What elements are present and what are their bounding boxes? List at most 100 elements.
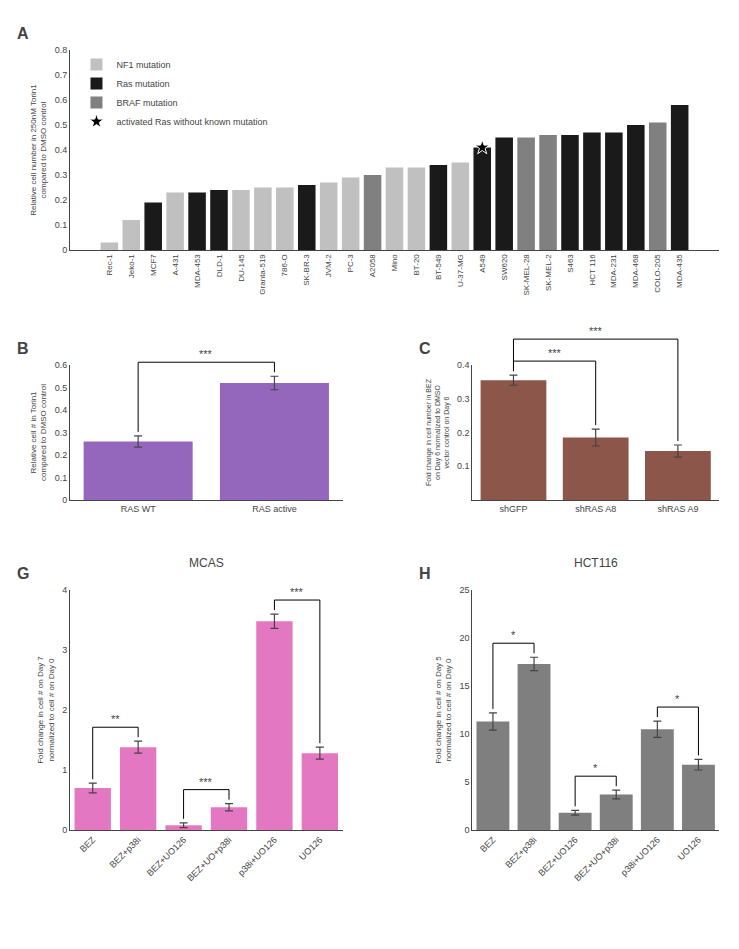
svg-text:SW620: SW620 [500, 254, 509, 281]
svg-text:0: 0 [62, 825, 67, 835]
svg-text:0: 0 [62, 495, 67, 505]
svg-text:HCT116: HCT116 [574, 556, 618, 570]
svg-text:G: G [17, 565, 29, 582]
svg-text:BEZ: BEZ [478, 834, 498, 854]
svg-text:UO126: UO126 [297, 835, 324, 862]
svg-text:SK-MEL-2: SK-MEL-2 [544, 254, 553, 291]
svg-text:shRAS A9: shRAS A9 [657, 504, 698, 514]
svg-text:0.4: 0.4 [55, 405, 68, 415]
svg-text:15: 15 [460, 681, 470, 691]
svg-text:A549: A549 [478, 254, 487, 273]
svg-text:***: *** [548, 347, 562, 359]
svg-text:0.3: 0.3 [55, 428, 68, 438]
svg-text:***: *** [589, 325, 603, 337]
svg-text:0.4: 0.4 [55, 145, 68, 155]
svg-text:10: 10 [460, 729, 470, 739]
svg-text:MDA-468: MDA-468 [631, 254, 640, 288]
svg-text:0.1: 0.1 [457, 461, 470, 471]
svg-text:***: *** [199, 348, 213, 360]
svg-text:Fold change in cell number in: Fold change in cell number in BEZon Day … [425, 378, 451, 486]
svg-text:0.6: 0.6 [55, 95, 68, 105]
svg-text:U-37-MG: U-37-MG [456, 254, 465, 287]
svg-text:Ras mutation: Ras mutation [116, 79, 169, 89]
svg-text:UO126: UO126 [676, 835, 703, 862]
svg-text:0.5: 0.5 [55, 120, 68, 130]
svg-text:SK-MEL-28: SK-MEL-28 [522, 254, 531, 296]
svg-text:SK-BR-3: SK-BR-3 [302, 254, 311, 286]
svg-text:Fold change in cell # on Day 5: Fold change in cell # on Day 5normalized… [434, 656, 453, 764]
svg-text:786-O: 786-O [280, 254, 289, 276]
svg-text:0: 0 [465, 825, 470, 835]
svg-text:0.3: 0.3 [457, 394, 470, 404]
svg-text:PC-3: PC-3 [346, 254, 355, 273]
svg-text:***: *** [199, 776, 213, 788]
svg-text:S463: S463 [566, 254, 575, 273]
svg-text:Granta-519: Granta-519 [258, 254, 267, 295]
svg-text:BRAF mutation: BRAF mutation [116, 98, 177, 108]
svg-text:A-431: A-431 [171, 254, 180, 276]
svg-text:*: * [511, 629, 516, 641]
svg-text:MCF7: MCF7 [149, 254, 158, 276]
svg-text:shGFP: shGFP [499, 504, 527, 514]
svg-text:***: *** [290, 586, 304, 598]
svg-text:2: 2 [62, 705, 67, 715]
svg-text:A: A [17, 25, 29, 42]
svg-text:RAS WT: RAS WT [121, 504, 157, 514]
svg-text:Relative cell number in 250nM: Relative cell number in 250nM Torin1comp… [29, 84, 48, 216]
svg-text:0.5: 0.5 [55, 383, 68, 393]
svg-text:0.1: 0.1 [55, 473, 68, 483]
svg-text:BEZ: BEZ [78, 834, 98, 854]
svg-text:RAS active: RAS active [252, 504, 297, 514]
svg-text:BEZ+p38i: BEZ+p38i [503, 835, 538, 870]
svg-text:0.2: 0.2 [55, 195, 68, 205]
svg-text:p38i+UO126: p38i+UO126 [619, 835, 662, 878]
svg-text:HCT 116: HCT 116 [588, 254, 597, 286]
svg-text:25: 25 [460, 585, 470, 595]
svg-text:1: 1 [62, 765, 67, 775]
svg-text:BEZ+p38i: BEZ+p38i [108, 835, 143, 870]
svg-text:0.4: 0.4 [457, 360, 470, 370]
svg-text:BEZ+UO126: BEZ+UO126 [145, 835, 188, 878]
svg-text:0.7: 0.7 [55, 70, 68, 80]
svg-text:COLO-205: COLO-205 [653, 254, 662, 293]
svg-text:activated Ras without known mu: activated Ras without known mutation [116, 117, 267, 127]
svg-text:0.2: 0.2 [55, 450, 68, 460]
svg-text:BT-549: BT-549 [434, 254, 443, 280]
svg-text:Relative cell # in Torin1compa: Relative cell # in Torin1compared to DMS… [29, 384, 48, 481]
svg-text:C: C [419, 340, 431, 357]
svg-text:3: 3 [62, 645, 67, 655]
svg-text:B: B [17, 340, 29, 357]
svg-text:BEZ+UO+p38i: BEZ+UO+p38i [185, 835, 233, 883]
svg-text:0: 0 [62, 245, 67, 255]
svg-text:0.6: 0.6 [55, 360, 68, 370]
svg-text:Jeko-1: Jeko-1 [127, 254, 136, 279]
svg-text:MDA-231: MDA-231 [609, 254, 618, 288]
svg-text:BT-20: BT-20 [412, 254, 421, 276]
svg-text:p38i+UO126: p38i+UO126 [236, 835, 279, 878]
svg-text:A2058: A2058 [368, 254, 377, 278]
svg-text:0.1: 0.1 [55, 220, 68, 230]
svg-text:Fold change in cell # on Day 7: Fold change in cell # on Day 7normalized… [36, 656, 55, 764]
svg-text:Mino: Mino [390, 254, 399, 272]
svg-text:5: 5 [465, 777, 470, 787]
svg-text:JVM-2: JVM-2 [324, 254, 333, 278]
svg-text:DLD-1: DLD-1 [215, 254, 224, 278]
svg-text:MDA-453: MDA-453 [193, 254, 202, 288]
svg-text:shRAS A8: shRAS A8 [575, 504, 616, 514]
svg-text:4: 4 [62, 585, 67, 595]
svg-text:Rec-1: Rec-1 [105, 254, 114, 276]
svg-text:MCAS: MCAS [189, 556, 224, 570]
svg-text:DU-145: DU-145 [237, 254, 246, 282]
svg-text:BEZ+UO+p38i: BEZ+UO+p38i [572, 835, 620, 883]
svg-text:BEZ+UO126: BEZ+UO126 [536, 835, 579, 878]
svg-text:*: * [675, 693, 680, 705]
svg-text:MDA-435: MDA-435 [675, 254, 684, 288]
svg-text:0.8: 0.8 [55, 45, 68, 55]
svg-text:0.2: 0.2 [457, 428, 470, 438]
svg-text:**: ** [111, 713, 120, 725]
svg-text:0.3: 0.3 [55, 170, 68, 180]
svg-text:NF1 mutation: NF1 mutation [116, 60, 170, 70]
svg-text:H: H [419, 565, 431, 582]
svg-text:*: * [593, 762, 598, 774]
svg-text:20: 20 [460, 633, 470, 643]
